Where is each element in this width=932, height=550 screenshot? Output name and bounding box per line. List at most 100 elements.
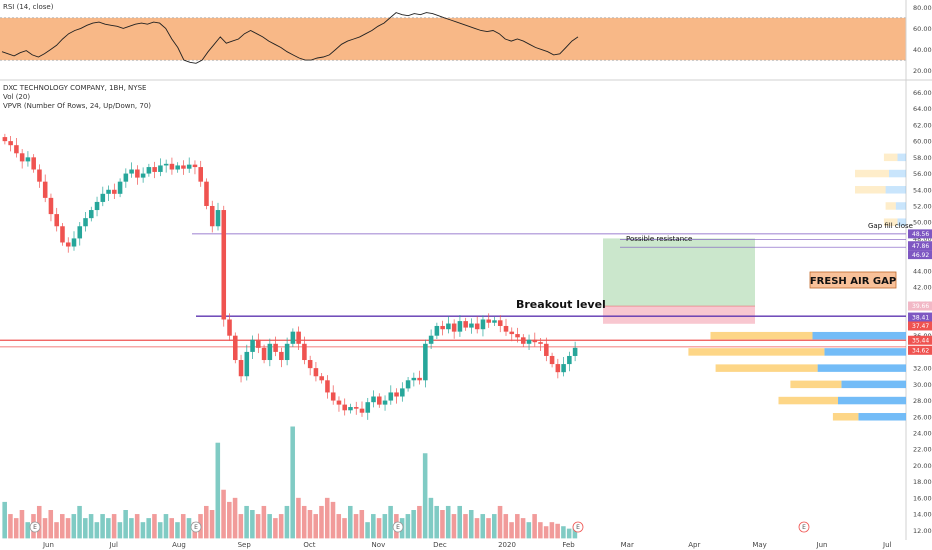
vpvr-down-bar [715, 364, 818, 372]
volume-bar [348, 505, 353, 539]
x-tick-label: Jul [108, 541, 118, 549]
volume-bar [561, 526, 566, 539]
candle-body [279, 351, 284, 361]
candle-body [204, 181, 209, 206]
volume-bar [451, 514, 457, 539]
x-axis: Jun Jul Aug Sep Oct Nov Dec 2020 Feb Mar Apr May Jun… [42, 541, 892, 549]
candle-body [158, 165, 163, 172]
price-y-tick: 64.00 [913, 105, 932, 113]
candle-body [129, 169, 134, 174]
volume-bar [244, 505, 249, 539]
candle-body [336, 400, 342, 405]
x-tick-label: Jul [882, 541, 892, 549]
volume-bar [417, 505, 422, 539]
vpvr-down-bar [688, 348, 825, 356]
vpvr-down-bar [855, 186, 886, 194]
candle-body [233, 335, 238, 361]
vpvr-up-bar [897, 218, 906, 226]
volume-bar [175, 522, 180, 539]
price-y-tick: 48.00 [913, 235, 932, 243]
volume-bar [468, 510, 474, 539]
earnings-marker-circle [572, 521, 584, 533]
candle-body [227, 319, 232, 336]
price-y-tick: 44.00 [913, 267, 932, 275]
volume-bar [405, 514, 411, 539]
earnings-marker-label: E [33, 524, 37, 531]
volume-bar [572, 526, 578, 539]
candle-body [77, 226, 83, 239]
volume-bar [342, 518, 347, 539]
candle-body [14, 145, 19, 154]
volume-bar [319, 505, 324, 539]
candle-body [423, 343, 428, 381]
x-tick-label: May [752, 541, 766, 549]
volume-bar [123, 510, 128, 539]
candle-body [480, 319, 486, 330]
volume-bar [549, 522, 555, 539]
candle-body [215, 210, 221, 227]
candle-body [388, 392, 394, 401]
rsi-legend: RSI (14, close) [3, 3, 54, 11]
price-y-tick: 28.00 [913, 397, 932, 405]
price-badge-bg [908, 241, 932, 251]
x-tick-label: Feb [562, 541, 575, 549]
x-tick-label: Aug [172, 541, 186, 549]
volume-bar [232, 497, 238, 539]
candle-body [549, 355, 555, 365]
volume-bar [77, 505, 82, 539]
candle-body [31, 157, 36, 170]
volume-bar [371, 514, 376, 539]
x-tick-label: Jun [42, 541, 54, 549]
vpvr-legend: VPVR (Number Of Rows, 24, Up/Down, 70) [3, 102, 151, 110]
volume-bar [284, 505, 290, 539]
candle-body [181, 165, 186, 169]
candle-body [302, 343, 307, 361]
candle-body [307, 360, 313, 369]
candle-body [567, 355, 572, 365]
rsi-y-tick: 80.00 [913, 4, 932, 12]
candle-body [492, 320, 497, 323]
volume-bar [129, 518, 134, 539]
candle-body [509, 331, 515, 335]
symbol-legend: DXC TECHNOLOGY COMPANY, 1BH, NYSE [3, 84, 146, 92]
candle-body [313, 368, 319, 377]
price-badge-bg [908, 250, 932, 260]
volume-bar [497, 505, 503, 539]
volume-bar [330, 501, 336, 539]
candle-body [457, 321, 463, 332]
vpvr-up-bar [817, 364, 906, 372]
candle-body [526, 339, 532, 344]
vpvr-down-bar [883, 218, 898, 226]
vpvr-up-bar [895, 202, 906, 210]
volume-bar [238, 514, 244, 539]
candle-body [451, 323, 457, 332]
volume-bar [445, 505, 451, 539]
volume-bar [261, 505, 267, 539]
volume-bar [307, 510, 313, 539]
candle-body [135, 169, 140, 178]
candle-body [100, 193, 106, 202]
candle-body [152, 167, 157, 172]
price-y-tick: 14.00 [913, 511, 932, 519]
volume-bar [19, 510, 25, 539]
x-tick-label: Dec [433, 541, 447, 549]
volume-bar [209, 510, 215, 539]
candle-body [417, 377, 422, 381]
volume-bar [134, 514, 140, 539]
candle-body [377, 396, 382, 405]
candles [2, 133, 578, 420]
volume-bar [83, 518, 88, 539]
volume-bar [474, 518, 480, 539]
volume-bar [301, 505, 307, 539]
candle-body [371, 396, 376, 403]
price-y-tick: 32.00 [913, 365, 932, 373]
price-y-tick: 18.00 [913, 478, 932, 486]
price-y-tick: 52.00 [913, 202, 932, 210]
volume-bar [146, 518, 151, 539]
candle-body [561, 364, 566, 373]
candle-body [192, 164, 198, 168]
volume-bar [60, 514, 65, 539]
price-y-tick: 12.00 [913, 527, 932, 535]
candle-body [434, 325, 440, 336]
candle-body [342, 404, 347, 411]
